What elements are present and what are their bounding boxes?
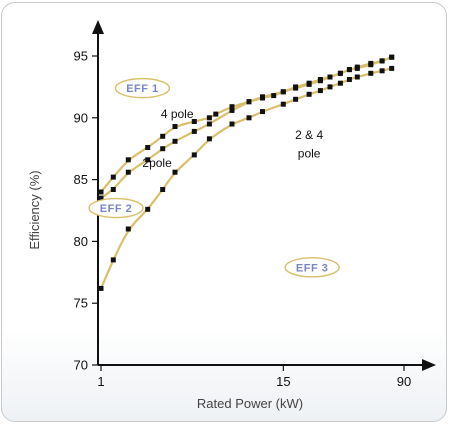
data-point <box>213 111 219 117</box>
data-point <box>98 189 104 195</box>
marker-layer <box>98 54 395 291</box>
data-point <box>346 67 352 73</box>
data-point <box>280 89 286 95</box>
data-point <box>246 99 252 105</box>
x-tick-label: 90 <box>397 374 411 389</box>
data-point <box>327 84 333 90</box>
data-point <box>206 115 212 121</box>
data-point <box>306 80 312 86</box>
data-point <box>280 101 286 107</box>
data-point <box>110 187 116 192</box>
curve-annotation: 2 & 4 <box>295 128 323 142</box>
data-point <box>98 195 104 201</box>
data-point <box>206 136 212 142</box>
badge-layer: EFF 1 EFF 2 EFF 3 <box>88 77 340 278</box>
curve-annotation: 2pole <box>142 156 172 170</box>
eff-badge-label: EFF 1 <box>126 83 158 95</box>
x-tick-label: 1 <box>97 374 104 389</box>
data-point <box>246 115 252 121</box>
x-axis-arrow <box>422 359 436 371</box>
data-point <box>191 119 197 124</box>
data-point <box>293 96 299 102</box>
data-point <box>160 146 166 152</box>
data-point <box>354 74 360 80</box>
annotation-layer: 4 pole 2pole 2 & 4 pole <box>142 107 323 170</box>
data-point <box>229 121 235 127</box>
data-point <box>368 70 374 76</box>
data-point <box>260 109 265 115</box>
curve-annotation: pole <box>298 146 321 160</box>
data-point <box>172 124 178 129</box>
data-point <box>125 226 131 232</box>
data-point <box>368 60 374 66</box>
curve-annotation: 4 pole <box>161 107 194 121</box>
eff-badge-outline <box>114 77 171 99</box>
data-point <box>191 128 197 134</box>
data-point <box>346 77 352 82</box>
eff-badge: EFF 3 <box>284 257 340 278</box>
y-tick-label: 70 <box>74 358 88 373</box>
data-point <box>354 64 360 70</box>
data-point <box>389 65 395 71</box>
data-point <box>125 157 131 163</box>
data-point <box>306 91 312 97</box>
y-axis-label: Efficiency (%) <box>27 170 42 249</box>
y-tick-label: 90 <box>74 110 88 125</box>
data-point <box>206 121 212 127</box>
data-point <box>260 94 265 100</box>
eff-badge: EFF 1 <box>114 77 171 99</box>
data-point <box>389 54 395 60</box>
data-point <box>145 206 151 212</box>
y-tick-label: 95 <box>74 49 88 64</box>
data-point <box>110 257 116 263</box>
tick-layer: 70 75 80 85 90 95 1 15 90 <box>74 49 412 390</box>
data-point <box>271 93 277 99</box>
x-axis-label: Rated Power (kW) <box>197 396 303 411</box>
axes-layer <box>92 20 436 371</box>
data-point <box>379 68 385 74</box>
data-point <box>327 74 333 80</box>
data-point <box>379 58 385 64</box>
data-point <box>172 169 178 175</box>
data-point <box>337 70 343 76</box>
data-point <box>98 285 104 291</box>
data-point <box>337 80 343 86</box>
data-point <box>229 107 235 113</box>
eff-badge-outline <box>88 197 144 219</box>
eff-badge-label: EFF 3 <box>296 262 328 274</box>
data-point <box>229 104 235 110</box>
data-point <box>145 157 151 163</box>
y-tick-label: 85 <box>74 172 88 187</box>
y-axis-arrow <box>92 20 104 34</box>
data-point <box>293 84 299 90</box>
data-point <box>317 77 323 82</box>
data-point <box>110 174 116 180</box>
data-point <box>145 145 151 150</box>
eff-badge-label: EFF 2 <box>100 203 132 215</box>
eff-badge-outline <box>284 257 340 278</box>
data-point <box>191 152 197 158</box>
eff-badge: EFF 2 <box>88 197 144 219</box>
data-point <box>160 133 166 139</box>
data-point <box>125 169 131 175</box>
x-tick-label: 15 <box>276 374 290 389</box>
data-point <box>160 187 166 192</box>
y-tick-label: 75 <box>74 296 88 311</box>
data-point <box>317 88 323 94</box>
data-point <box>172 138 178 144</box>
y-tick-label: 80 <box>74 234 88 249</box>
